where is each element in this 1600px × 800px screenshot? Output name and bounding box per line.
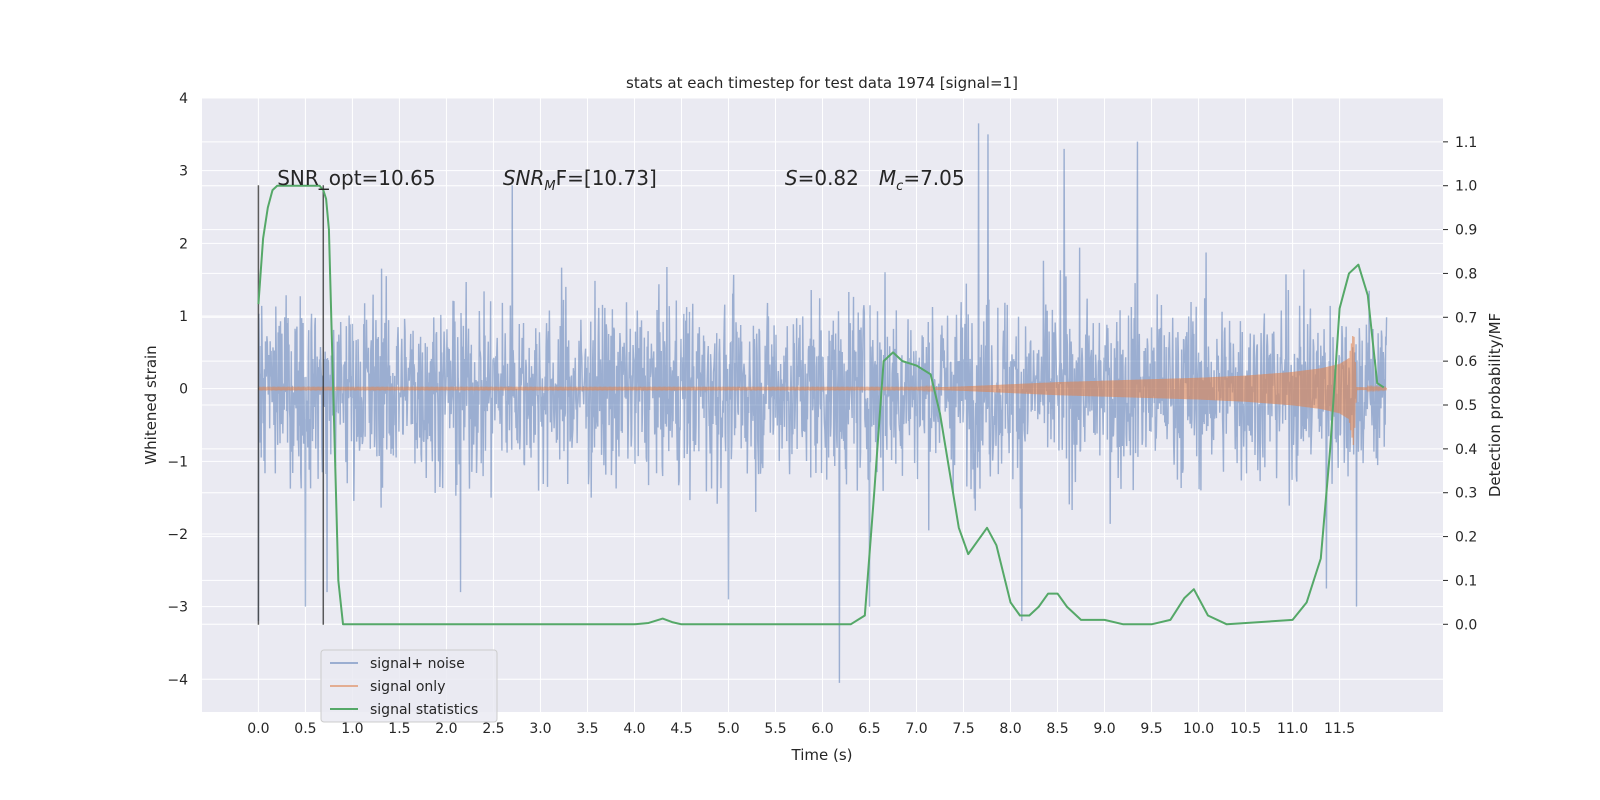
x-tick-label: 10.5 [1230,721,1261,737]
x-tick-label: 9.0 [1093,721,1115,737]
y-tick-label: −3 [167,600,188,616]
x-tick-label: 3.0 [529,721,551,737]
y-tick-label: −2 [167,527,188,543]
x-tick-label: 7.5 [952,721,974,737]
y2-tick-label: 0.7 [1455,310,1477,326]
legend-label-signal-statistics: signal statistics [370,702,478,718]
x-tick-label: 4.5 [670,721,692,737]
y-axis-label: Whitened strain [142,345,160,464]
x-tick-label: 11.0 [1277,721,1308,737]
annotations: SNR_opt=10.65 SNRMF=[10.73] S=0.82 Mc=7.05 [277,166,964,194]
y2-tick-label: 0.2 [1455,530,1477,546]
legend-label-signal-only: signal only [370,679,445,695]
y2-tick-label: 0.3 [1455,486,1477,502]
annotation-3: Mc=7.05 [879,166,965,194]
y-tick-label: 3 [179,164,188,180]
signal-only-series [257,336,1388,445]
y2-tick-label: 0.8 [1455,266,1477,282]
x-tick-label: 6.0 [811,721,833,737]
y2-tick-label: 1.0 [1455,179,1477,195]
y-tick-label: −1 [167,454,188,470]
y-tick-label: −4 [167,672,188,688]
x-tick-label: 0.0 [247,721,269,737]
x-tick-label: 8.5 [1046,721,1068,737]
vertical-markers [257,185,325,625]
x-tick-label: 11.5 [1324,721,1355,737]
y-tick-label: 0 [179,382,188,398]
annotation-1: SNRMF=[10.73] [503,166,657,194]
y2-axis-label: Detection probability/MF [1486,313,1504,497]
x-tick-label: 5.5 [764,721,786,737]
signal-statistics-line [257,184,1385,626]
x-tick-label: 2.5 [482,721,504,737]
legend: signal+ noise signal only signal statist… [320,649,498,723]
y2-tick-label: 0.5 [1455,398,1477,414]
legend-box [320,649,498,723]
signal-noise-line [257,123,1388,683]
x-tick-label: 2.0 [435,721,457,737]
y2-tick-label: 0.0 [1455,617,1477,633]
signal-noise-series [257,123,1388,683]
legend-label-signal-noise: signal+ noise [370,656,465,672]
x-tick-label: 1.5 [388,721,410,737]
annotation-0: SNR_opt=10.65 [277,166,435,190]
x-tick-label: 1.0 [341,721,363,737]
grid [202,97,1443,712]
y-tick-label: 2 [179,236,188,252]
x-tick-label: 5.0 [717,721,739,737]
x-tick-label: 3.5 [576,721,598,737]
tick-labels: 0.0 0.5 1.0 1.5 2.0 2.5 3.0 3.5 4.0 4.5 5.0 5.5 6.0 6… [167,91,1477,737]
y2-tick-label: 0.6 [1455,354,1477,370]
x-tick-label: 4.0 [623,721,645,737]
x-tick-label: 6.5 [858,721,880,737]
x-axis-label: Time (s) [791,746,853,764]
signal-only-line [257,336,1388,445]
annotation-2: S=0.82 [785,166,859,190]
chart-title: stats at each timestep for test data 197… [626,74,1018,92]
x-tick-label: 8.0 [999,721,1021,737]
y2-tick-label: 0.4 [1455,442,1477,458]
x-tick-label: 0.5 [294,721,316,737]
y2-tick-label: 0.1 [1455,573,1477,589]
y-tick-label: 1 [179,309,188,325]
y-tick-label: 4 [179,91,188,107]
signal-statistics-series [257,184,1385,626]
x-tick-label: 10.0 [1183,721,1214,737]
y2-tick-label: 0.9 [1455,223,1477,239]
x-tick-label: 9.5 [1140,721,1162,737]
y2-tick-label: 1.1 [1455,135,1477,151]
x-tick-label: 7.0 [905,721,927,737]
